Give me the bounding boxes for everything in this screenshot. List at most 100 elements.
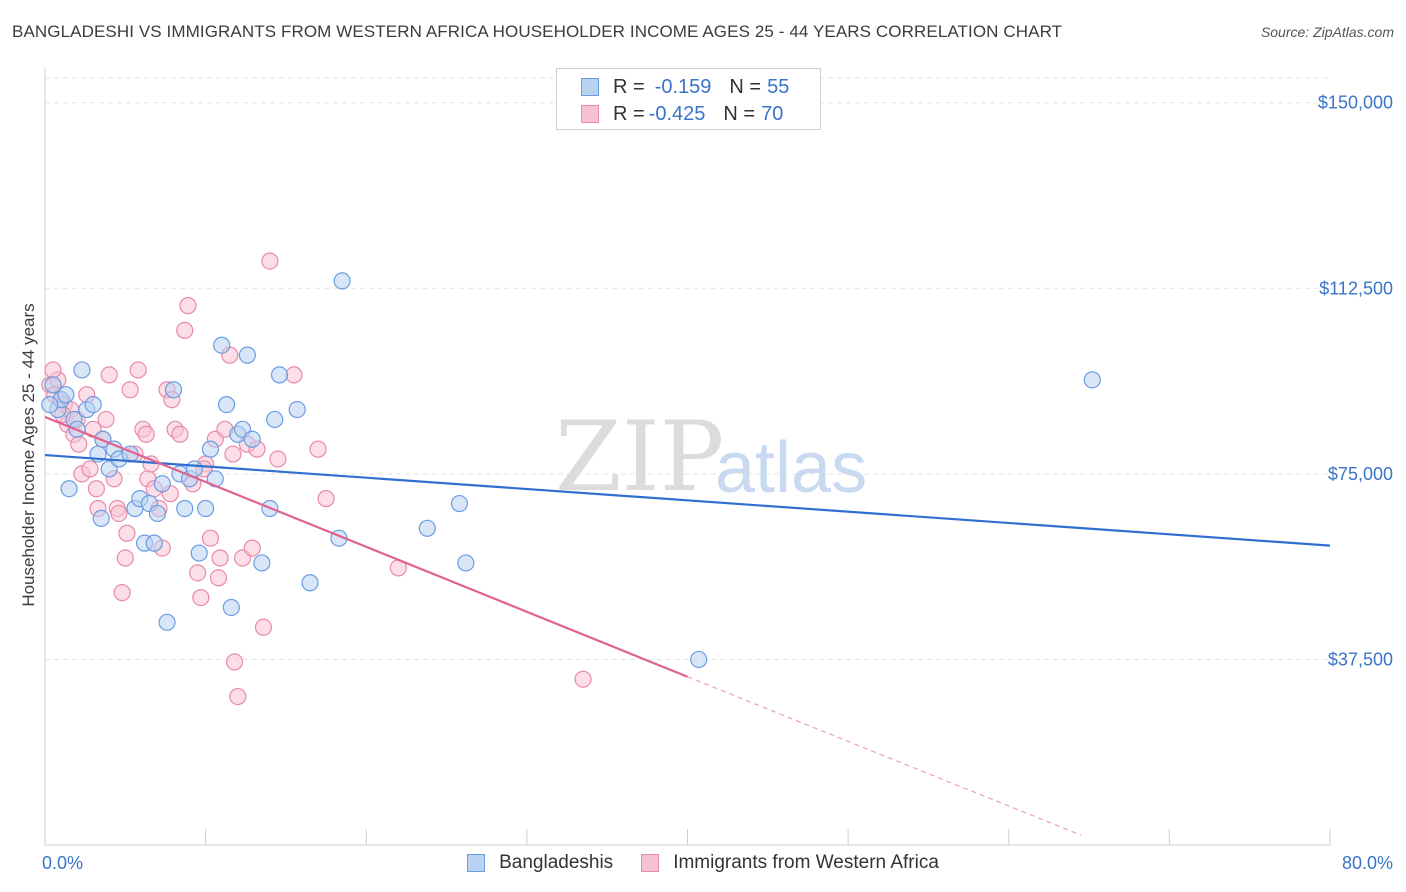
bangladeshis-point: [270, 366, 289, 384]
bangladeshis-point: [301, 574, 319, 592]
bangladeshis-point: [164, 381, 183, 399]
western-africa-point: [317, 490, 335, 508]
western-africa-point: [137, 425, 155, 443]
western-africa-point: [44, 361, 62, 379]
y-tick-label: $150,000: [1318, 93, 1393, 113]
western-africa-point: [261, 252, 279, 270]
western-africa-trend-line: [44, 415, 688, 678]
bangladeshis-point: [148, 504, 167, 523]
western-africa-point: [171, 425, 189, 443]
bangladeshis-point: [84, 395, 102, 414]
source-label: Source: ZipAtlas.com: [1260, 24, 1394, 40]
watermark-zip: ZIP: [555, 401, 724, 513]
watermark: ZIP atlas: [555, 401, 867, 513]
western-africa-trend-extension: [687, 676, 1082, 836]
legend-swatch-pink: [641, 854, 660, 872]
legend-r-label: R =: [613, 102, 645, 125]
bangladeshis-point: [333, 272, 351, 290]
western-africa-point: [574, 670, 592, 688]
western-africa-point: [116, 549, 134, 567]
watermark-atlas: atlas: [715, 428, 867, 508]
y-tick-label: $75,000: [1328, 464, 1393, 484]
bangladeshis-point: [1083, 371, 1101, 389]
western-africa-point: [70, 435, 88, 453]
trend-lines: [44, 415, 1331, 836]
western-africa-point: [285, 366, 303, 384]
series-western-africa-points: [41, 252, 592, 706]
bangladeshis-point: [213, 336, 231, 354]
bangladeshis-point: [197, 499, 215, 518]
bangladeshis-point: [266, 410, 284, 429]
series-legend: Bangladeshis Immigrants from Western Afr…: [0, 852, 1406, 874]
bangladeshis-point: [60, 480, 78, 498]
western-africa-point: [229, 687, 247, 706]
western-africa-point: [225, 653, 244, 671]
western-africa-point: [176, 321, 194, 339]
legend-r-value: -0.425: [648, 102, 706, 125]
western-africa-point: [179, 297, 197, 315]
legend-row-bangladeshis: R = -0.159 N = 55: [581, 74, 795, 100]
western-africa-point: [254, 618, 273, 636]
grid-lines: [45, 77, 1330, 660]
bangladeshis-point: [158, 613, 176, 631]
bangladeshis-point: [176, 499, 194, 518]
bangladeshis-point: [457, 554, 475, 572]
bangladeshis-point: [450, 494, 469, 513]
western-africa-point: [113, 584, 131, 602]
western-africa-point: [110, 504, 128, 523]
correlation-legend: R = -0.159 N = 55 R = -0.425 N = 70: [556, 68, 821, 130]
legend-n-value: 70: [761, 102, 784, 125]
legend-label: Bangladeshis: [499, 852, 614, 873]
western-africa-point: [188, 564, 207, 582]
x-tick-label: 0.0%: [42, 853, 83, 873]
bangladeshis-point: [201, 440, 220, 458]
legend-n-label: N =: [729, 75, 762, 98]
legend-swatch-blue: [467, 854, 486, 872]
legend-item-bangladeshis: Bangladeshis: [467, 852, 613, 874]
western-africa-point: [100, 366, 118, 384]
legend-n-label: N =: [723, 102, 756, 125]
western-africa-point: [224, 445, 242, 463]
bangladeshis-point: [57, 386, 75, 404]
y-tick-labels: $37,500 $75,000 $112,500 $150,000: [1318, 93, 1393, 670]
western-africa-point: [309, 440, 327, 458]
y-tick-label: $37,500: [1328, 649, 1393, 669]
western-africa-point: [97, 410, 115, 429]
bangladeshis-point: [41, 395, 59, 414]
bangladeshis-point: [253, 554, 271, 572]
bangladeshis-point: [243, 430, 261, 448]
bangladeshis-point: [418, 519, 436, 537]
legend-swatch-pink: [581, 105, 599, 123]
western-africa-point: [121, 381, 139, 399]
western-africa-point: [209, 569, 228, 587]
legend-r-label: R =: [613, 75, 645, 98]
western-africa-point: [269, 450, 287, 468]
bangladeshis-point: [145, 534, 163, 552]
series-bangladeshis-points: [41, 272, 1101, 669]
bangladeshis-point: [73, 361, 91, 379]
y-axis-label: Householder Income Ages 25 - 44 years: [19, 303, 38, 606]
bangladeshis-point: [222, 598, 240, 617]
bangladeshis-trend-line: [44, 453, 1331, 547]
western-africa-point: [201, 529, 220, 547]
legend-r-value: -0.159: [654, 75, 712, 98]
legend-item-western-africa: Immigrants from Western Africa: [641, 852, 939, 874]
legend-swatch-blue: [581, 78, 599, 96]
legend-row-western-africa: R = -0.425 N = 70: [581, 101, 789, 127]
western-africa-point: [129, 361, 147, 379]
western-africa-point: [211, 549, 229, 567]
western-africa-point: [81, 460, 99, 478]
legend-n-value: 55: [767, 75, 790, 98]
bangladeshis-point: [153, 475, 171, 493]
axes: [44, 68, 1331, 846]
bangladeshis-point: [44, 376, 62, 394]
legend-label: Immigrants from Western Africa: [673, 852, 939, 873]
western-africa-point: [192, 588, 210, 607]
bangladeshis-point: [190, 544, 208, 562]
x-tick-label: 80.0%: [1342, 853, 1393, 873]
chart-title: BANGLADESHI VS IMMIGRANTS FROM WESTERN A…: [12, 22, 1063, 41]
y-tick-label: $112,500: [1319, 278, 1393, 298]
western-africa-point: [243, 539, 261, 557]
bangladeshis-point: [288, 400, 306, 419]
